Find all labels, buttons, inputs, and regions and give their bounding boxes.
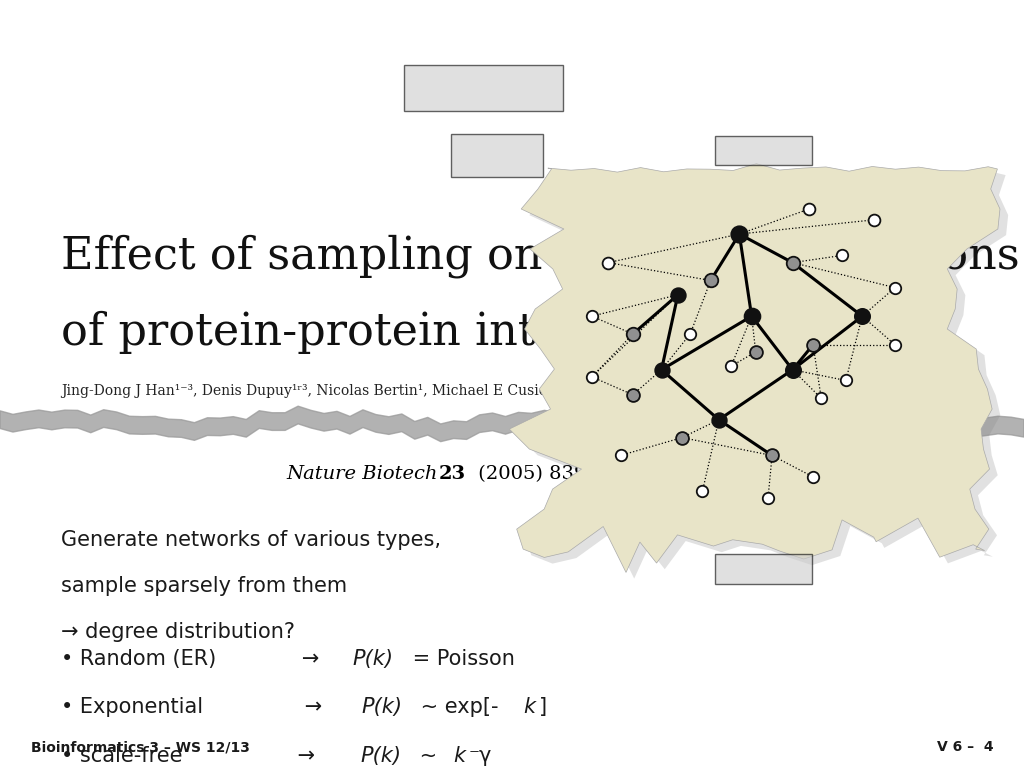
Point — [866, 214, 883, 226]
Text: V 6 –  4: V 6 – 4 — [937, 740, 993, 754]
Text: = Poisson: = Poisson — [406, 649, 514, 669]
Point — [887, 339, 903, 351]
Text: →: → — [245, 697, 335, 717]
Text: P(k): P(k) — [360, 746, 401, 766]
Point — [748, 346, 764, 358]
Point — [813, 392, 829, 405]
Point — [625, 328, 641, 340]
Polygon shape — [0, 23, 1024, 428]
Point — [600, 257, 616, 269]
Text: → degree distribution?: → degree distribution? — [61, 622, 296, 642]
Text: 23: 23 — [438, 465, 465, 482]
FancyBboxPatch shape — [404, 65, 563, 111]
Text: • Exponential: • Exponential — [61, 697, 204, 717]
Point — [702, 274, 719, 286]
Text: k: k — [523, 697, 536, 717]
Point — [584, 371, 600, 383]
Text: Generate networks of various types,: Generate networks of various types, — [61, 530, 441, 550]
Text: of protein-protein interaction networks: of protein-protein interaction networks — [61, 311, 945, 354]
Text: →: → — [218, 746, 329, 766]
Polygon shape — [517, 170, 1009, 578]
Point — [682, 328, 698, 340]
Point — [653, 363, 670, 376]
Text: Nature Biotech: Nature Biotech — [287, 465, 444, 482]
Text: P(k): P(k) — [361, 697, 402, 717]
Point — [887, 282, 903, 294]
Point — [784, 363, 801, 376]
Point — [764, 449, 780, 462]
Point — [723, 360, 739, 372]
Point — [694, 485, 711, 498]
Point — [760, 492, 776, 505]
Text: • Random (ER): • Random (ER) — [61, 649, 217, 669]
Point — [854, 310, 870, 323]
Point — [670, 289, 686, 301]
Text: (2005) 839: (2005) 839 — [472, 465, 587, 482]
Point — [612, 449, 629, 462]
Text: Effect of sampling on topology predictions: Effect of sampling on topology predictio… — [61, 234, 1020, 278]
Text: ~ exp[-: ~ exp[- — [415, 697, 499, 717]
Polygon shape — [509, 164, 1000, 572]
Text: • scale-free: • scale-free — [61, 746, 183, 766]
Point — [805, 471, 821, 483]
Point — [784, 257, 801, 269]
Point — [731, 228, 748, 240]
Point — [674, 432, 690, 444]
Text: →: → — [262, 649, 332, 669]
Point — [743, 310, 760, 323]
Point — [625, 389, 641, 401]
Text: ⁻γ: ⁻γ — [469, 746, 493, 766]
Point — [838, 374, 854, 386]
Text: P(k): P(k) — [352, 649, 394, 669]
Point — [834, 250, 850, 262]
Point — [711, 414, 727, 426]
Point — [801, 203, 817, 215]
FancyBboxPatch shape — [715, 136, 812, 165]
Text: k: k — [453, 746, 465, 766]
Text: sample sparsely from them: sample sparsely from them — [61, 576, 347, 596]
FancyBboxPatch shape — [451, 134, 543, 177]
Point — [805, 339, 821, 351]
FancyBboxPatch shape — [715, 554, 812, 584]
Text: Jing-Dong J Han¹⁻³, Denis Dupuy¹ʳ³, Nicolas Bertin¹, Michael E Cusick¹ & Marc Vi: Jing-Dong J Han¹⁻³, Denis Dupuy¹ʳ³, Nico… — [61, 384, 666, 398]
Text: ~: ~ — [414, 746, 444, 766]
Text: Bioinformatics 3 – WS 12/13: Bioinformatics 3 – WS 12/13 — [31, 740, 250, 754]
Text: ]: ] — [539, 697, 547, 717]
Point — [584, 310, 600, 323]
